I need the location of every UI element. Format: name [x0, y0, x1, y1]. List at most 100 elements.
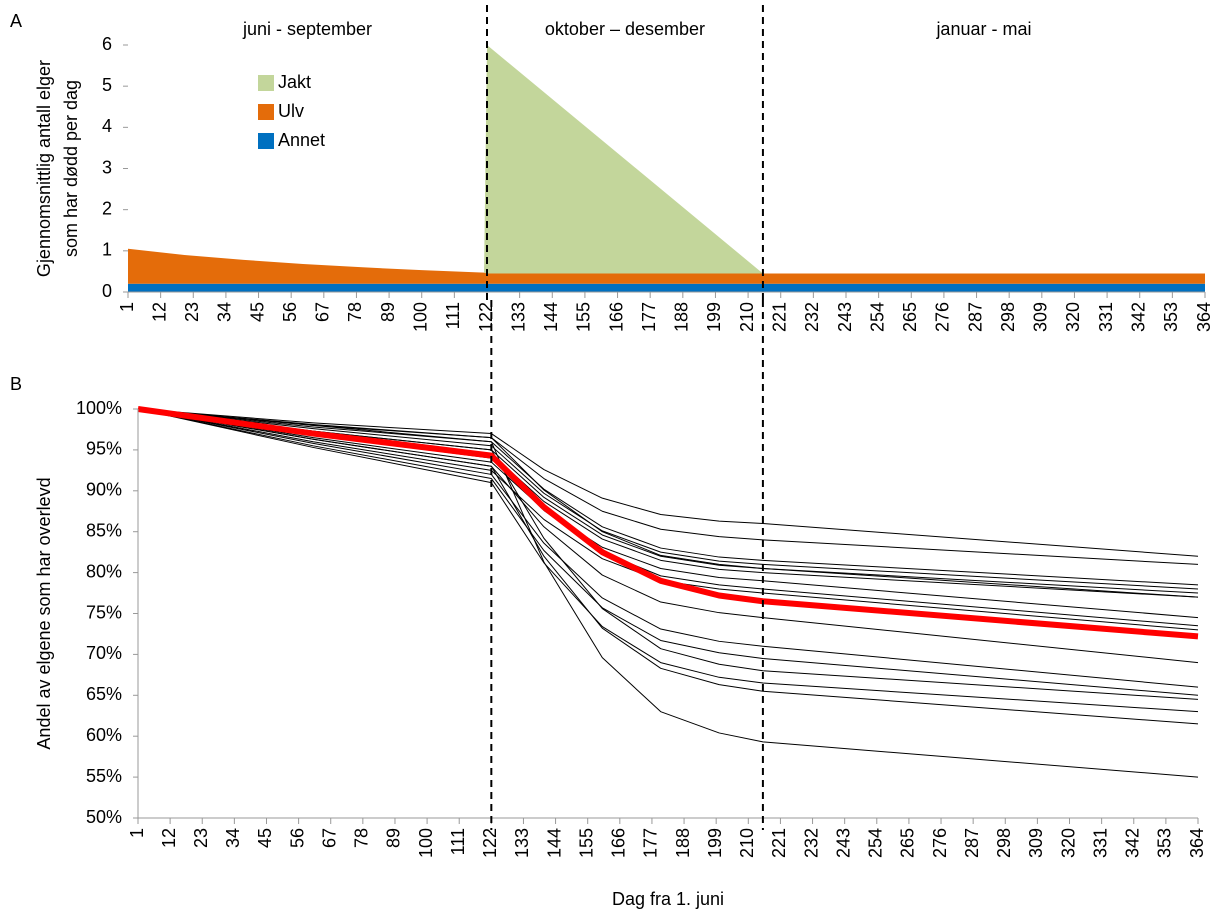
x-tick-label: 188 — [672, 302, 692, 332]
x-tick-label: 1 — [127, 828, 147, 838]
x-tick-label: 331 — [1090, 828, 1110, 858]
line — [137, 408, 1199, 725]
legend-label: Ulv — [278, 101, 304, 121]
line — [137, 408, 1199, 598]
y-tick-label: 55% — [86, 766, 122, 786]
x-tick-label: 298 — [994, 828, 1014, 858]
x-tick-label: 100 — [416, 828, 436, 858]
line — [137, 408, 1199, 688]
x-tick-label: 199 — [704, 302, 724, 332]
y-tick-label: 90% — [86, 480, 122, 500]
x-tick-label: 166 — [609, 828, 629, 858]
x-tick-label: 45 — [255, 828, 275, 848]
x-axis-label: Dag fra 1. juni — [612, 889, 724, 909]
x-tick-label: 177 — [641, 828, 661, 858]
x-tick-label: 34 — [223, 828, 243, 848]
x-tick-label: 320 — [1063, 302, 1083, 332]
line — [137, 408, 1199, 590]
x-tick-label: 243 — [835, 302, 855, 332]
line — [137, 408, 1199, 713]
x-tick-label: 287 — [965, 302, 985, 332]
x-tick-label: 12 — [149, 302, 169, 322]
y-tick-label: 70% — [86, 643, 122, 663]
line — [137, 408, 1199, 696]
x-tick-label: 353 — [1161, 302, 1181, 332]
period-label: januar - mai — [935, 19, 1031, 39]
line — [137, 408, 1199, 778]
x-tick-label: 144 — [544, 828, 564, 858]
x-tick-label: 56 — [287, 828, 307, 848]
x-tick-label: 166 — [606, 302, 626, 332]
x-tick-label: 56 — [280, 302, 300, 322]
y-axis-label: Andel av elgene som har overlevd — [34, 477, 54, 749]
y-tick-label: 50% — [86, 807, 122, 827]
x-tick-label: 298 — [998, 302, 1018, 332]
x-tick-label: 133 — [512, 828, 532, 858]
x-tick-label: 320 — [1058, 828, 1078, 858]
x-tick-label: 276 — [933, 302, 953, 332]
area — [128, 283, 1205, 292]
x-tick-label: 133 — [508, 302, 528, 332]
legend-swatch — [258, 75, 274, 91]
x-tick-label: 155 — [576, 828, 596, 858]
x-tick-label: 210 — [737, 302, 757, 332]
panel-label: A — [10, 11, 22, 31]
area — [128, 45, 1205, 274]
legend-swatch — [258, 133, 274, 149]
x-tick-label: 1 — [117, 302, 137, 312]
x-tick-label: 232 — [802, 302, 822, 332]
line — [137, 408, 1199, 700]
x-tick-label: 177 — [639, 302, 659, 332]
period-label: oktober – desember — [545, 19, 705, 39]
x-tick-label: 12 — [159, 828, 179, 848]
x-tick-label: 265 — [900, 302, 920, 332]
x-tick-label: 78 — [352, 828, 372, 848]
x-tick-label: 67 — [313, 302, 333, 322]
y-tick-label: 6 — [102, 34, 112, 54]
y-tick-label: 3 — [102, 157, 112, 177]
line — [137, 408, 1199, 631]
x-tick-label: 232 — [801, 828, 821, 858]
period-label: juni - september — [242, 19, 372, 39]
y-tick-label: 5 — [102, 75, 112, 95]
line — [137, 408, 1199, 619]
x-tick-label: 100 — [410, 302, 430, 332]
x-tick-label: 111 — [448, 828, 468, 855]
y-tick-label: 65% — [86, 684, 122, 704]
line — [137, 408, 1199, 586]
panel-label: B — [10, 374, 22, 394]
x-tick-label: 34 — [215, 302, 235, 322]
x-tick-label: 309 — [1031, 302, 1051, 332]
y-tick-label: 4 — [102, 116, 112, 136]
y-tick-label: 95% — [86, 439, 122, 459]
x-tick-label: 254 — [866, 828, 886, 858]
x-tick-label: 188 — [673, 828, 693, 858]
x-tick-label: 111 — [443, 302, 463, 329]
x-tick-label: 364 — [1194, 302, 1214, 332]
y-axis-label: Gjennomsnittlig antall elger — [34, 60, 54, 277]
y-axis-label: som har dødd per dag — [61, 80, 81, 257]
x-tick-label: 353 — [1155, 828, 1175, 858]
x-tick-label: 221 — [769, 302, 789, 332]
line — [137, 408, 1199, 627]
x-tick-label: 122 — [476, 302, 496, 332]
x-tick-label: 243 — [833, 828, 853, 858]
x-tick-label: 342 — [1123, 828, 1143, 858]
x-tick-label: 254 — [867, 302, 887, 332]
x-tick-label: 89 — [378, 302, 398, 322]
y-tick-label: 100% — [76, 398, 122, 418]
legend-label: Annet — [278, 130, 325, 150]
x-tick-label: 23 — [182, 302, 202, 322]
x-tick-label: 67 — [319, 828, 339, 848]
x-tick-label: 78 — [345, 302, 365, 322]
y-tick-label: 2 — [102, 198, 112, 218]
x-tick-label: 199 — [705, 828, 725, 858]
x-tick-label: 122 — [480, 828, 500, 858]
x-tick-label: 23 — [191, 828, 211, 848]
x-tick-label: 155 — [574, 302, 594, 332]
area — [128, 248, 1205, 284]
y-tick-label: 75% — [86, 602, 122, 622]
y-tick-label: 80% — [86, 561, 122, 581]
